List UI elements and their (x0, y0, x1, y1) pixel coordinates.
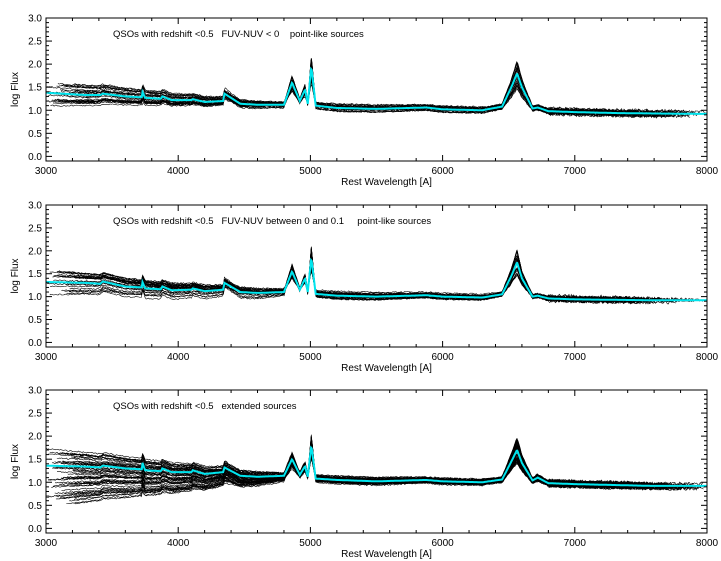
individual-spectrum-line (58, 452, 662, 488)
panel-annotation: QSOs with redshift <0.5 FUV-NUV < 0 poin… (113, 29, 364, 40)
panel-annotation: QSOs with redshift <0.5 extended sources (113, 401, 297, 412)
y-tick-label: 2.0 (28, 60, 42, 71)
y-axis-label: log Flux (10, 258, 21, 293)
x-tick-label: 8000 (696, 538, 719, 549)
y-tick-label: 3.0 (28, 201, 42, 212)
plot-area (46, 246, 707, 305)
y-tick-label: 0.5 (28, 129, 42, 140)
y-tick-label: 1.5 (28, 269, 42, 280)
x-tick-label: 8000 (696, 166, 719, 177)
individual-spectrum-line (71, 457, 619, 488)
y-tick-label: 0.5 (28, 501, 42, 512)
y-tick-label: 2.5 (28, 37, 42, 48)
x-tick-label: 4000 (167, 166, 190, 177)
y-tick-label: 1.0 (28, 106, 42, 117)
individual-spectrum-line (64, 257, 649, 304)
chart-panel-3: 3000 4000 5000 6000 7000 8000 0.0 0.5 1.0 1.5 2.0 2… (10, 386, 719, 561)
x-tick-label: 7000 (564, 166, 587, 177)
x-tick-label: 3000 (35, 166, 58, 177)
axes-frame (45, 389, 708, 534)
x-tick-label: 6000 (431, 352, 454, 363)
x-tick-label: 6000 (431, 166, 454, 177)
mean-spectrum-line (46, 257, 707, 302)
x-tick-label: 4000 (167, 538, 190, 549)
y-tick-label: 3.0 (28, 386, 42, 397)
individual-spectrum-line (55, 448, 630, 500)
y-tick-label: 2.5 (28, 409, 42, 420)
individual-spectrum-line (47, 58, 668, 114)
x-tick-label: 3000 (35, 538, 58, 549)
y-tick-label: 1.5 (28, 455, 42, 466)
chart-panel-1: 3000 4000 5000 6000 7000 8000 0.0 0.5 1.0 1.5 2.0 2… (10, 14, 719, 189)
y-tick-label: 0.0 (28, 152, 42, 163)
y-tick-label: 1.0 (28, 478, 42, 489)
individual-spectrum-line (49, 441, 676, 490)
y-tick-label: 0.0 (28, 524, 42, 535)
y-tick-label: 0.5 (28, 315, 42, 326)
plot-area (46, 434, 707, 505)
x-tick-label: 5000 (299, 166, 322, 177)
panel-annotation: QSOs with redshift <0.5 FUV-NUV between … (113, 216, 431, 227)
x-tick-label: 5000 (299, 352, 322, 363)
y-tick-label: 2.0 (28, 432, 42, 443)
y-tick-label: 0.0 (28, 338, 42, 349)
individual-spectrum-line (54, 64, 637, 114)
y-axis-label: log Flux (10, 72, 21, 107)
axes-frame (45, 204, 708, 348)
y-tick-label: 2.5 (28, 223, 42, 234)
y-tick-label: 3.0 (28, 14, 42, 25)
x-tick-label: 4000 (167, 352, 190, 363)
x-tick-label: 7000 (564, 352, 587, 363)
chart-panel-2: 3000 4000 5000 6000 7000 8000 0.0 0.5 1.0 1.5 2.0 2… (10, 201, 719, 375)
mean-spectrum-line (46, 445, 707, 487)
x-tick-label: 3000 (35, 352, 58, 363)
x-tick-label: 8000 (696, 352, 719, 363)
x-axis-label: Rest Wavelength [A] (341, 363, 432, 374)
y-tick-label: 1.5 (28, 83, 42, 94)
y-tick-label: 1.0 (28, 292, 42, 303)
y-axis-label: log Flux (10, 444, 21, 479)
x-tick-label: 5000 (299, 538, 322, 549)
y-tick-label: 2.0 (28, 246, 42, 257)
x-tick-label: 7000 (564, 538, 587, 549)
axes-frame (45, 17, 708, 162)
x-tick-label: 6000 (431, 538, 454, 549)
x-axis-label: Rest Wavelength [A] (341, 549, 432, 560)
plot-area (46, 58, 707, 119)
x-axis-label: Rest Wavelength [A] (341, 177, 432, 188)
mean-spectrum-line (46, 66, 707, 115)
